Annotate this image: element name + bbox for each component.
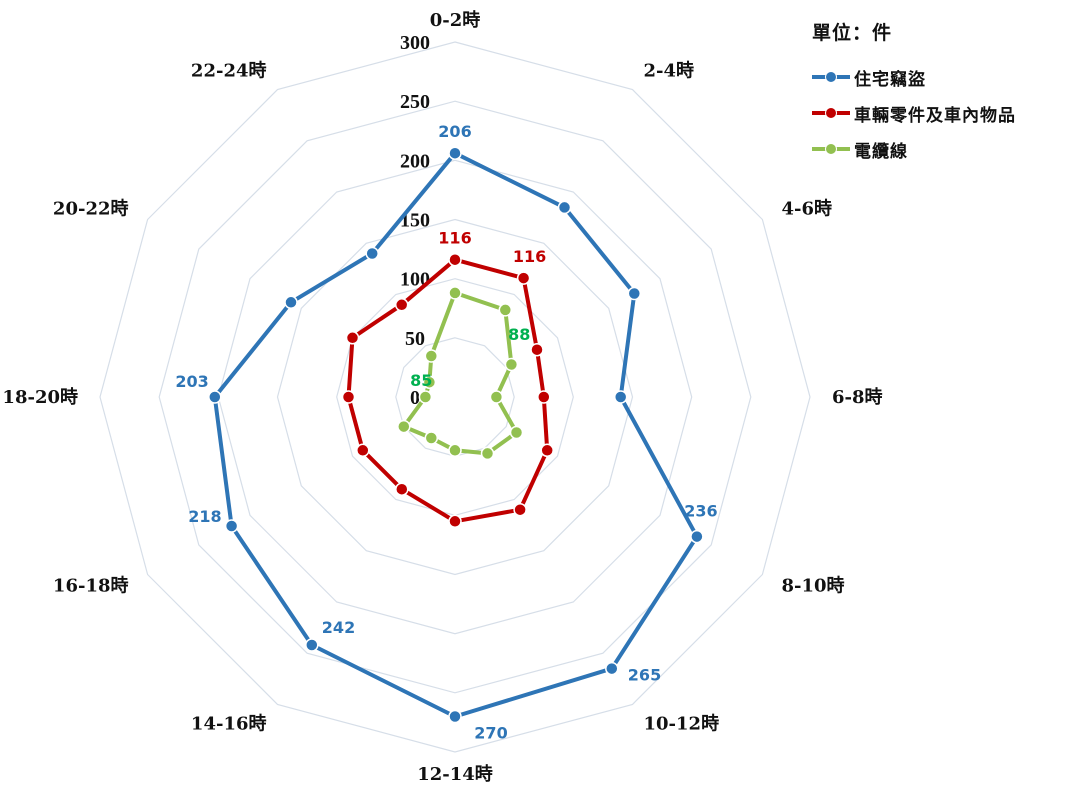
data-label: 85 (410, 371, 432, 390)
grid-ring (99, 41, 811, 753)
data-label: 270 (474, 724, 507, 743)
tick-label: 0 (410, 387, 420, 409)
data-label: 236 (684, 502, 717, 521)
data-point (365, 246, 379, 261)
legend-item-vehicle-parts: 車輛零件及車內物品 (812, 95, 1016, 131)
data-labels: 206 236 265 270 242 218 203 116 116 85 88 (175, 122, 717, 742)
legend-swatch-burglary (812, 70, 850, 84)
data-point (424, 431, 439, 445)
data-point (208, 390, 222, 404)
grid-ring (276, 218, 634, 576)
data-point (509, 425, 524, 440)
data-point (448, 514, 462, 529)
legend-swatch-cable (812, 142, 850, 156)
data-point (394, 298, 409, 312)
data-label: 116 (438, 229, 471, 248)
category-label: 10-12時 (644, 714, 720, 735)
data-label: 88 (508, 325, 530, 344)
data-point (448, 252, 462, 267)
data-label: 203 (175, 372, 208, 391)
tick-label: 100 (400, 269, 430, 291)
category-label: 2-4時 (644, 61, 695, 82)
data-point (397, 419, 411, 434)
data-point (489, 390, 504, 404)
data-point (418, 390, 433, 404)
category-label: 4-6時 (782, 199, 833, 220)
data-point (530, 342, 544, 357)
data-label: 116 (513, 247, 546, 266)
data-point (557, 200, 572, 215)
data-label: 265 (628, 666, 661, 685)
data-point (224, 519, 239, 533)
data-point (345, 331, 360, 345)
tick-label: 200 (400, 150, 430, 172)
tick-label: 250 (400, 91, 430, 113)
data-point (356, 443, 370, 458)
data-point (424, 349, 439, 363)
legend-item-cable: 電纜線 (812, 131, 1016, 167)
category-label: 16-18時 (53, 576, 129, 597)
data-point (448, 146, 462, 160)
legend-item-burglary: 住宅竊盜 (812, 59, 1016, 95)
data-label: 242 (322, 618, 355, 637)
data-point (422, 375, 437, 389)
category-labels: 0-2時 2-4時 4-6時 6-8時 8-10時 10-12時 12-14時 14-16時 1… (2, 10, 882, 785)
grid-ring (217, 159, 693, 635)
series-0 (208, 146, 704, 724)
data-label: 206 (438, 122, 471, 141)
category-label: 12-14時 (417, 764, 493, 785)
category-label: 20-22時 (53, 199, 129, 220)
data-point (513, 502, 527, 517)
tick-label: 150 (400, 210, 430, 232)
data-point (627, 286, 642, 301)
radial-tick-labels: 0 50 100 150 200 250 300 (400, 32, 430, 409)
category-label: 18-20時 (2, 387, 78, 408)
series-layer (208, 146, 704, 724)
category-label: 22-24時 (191, 61, 267, 82)
unit-label: 單位：件 (812, 22, 893, 44)
grid-ring (158, 100, 752, 694)
data-point (516, 271, 531, 285)
category-label: 6-8時 (832, 387, 883, 408)
data-label: 218 (188, 507, 221, 526)
tick-label: 300 (400, 32, 430, 54)
radar-grid (99, 41, 811, 753)
data-point (448, 286, 462, 300)
data-point (504, 357, 519, 372)
legend-label-cable: 電纜線 (854, 141, 908, 162)
legend-label-vehicle-parts: 車輛零件及車內物品 (854, 105, 1016, 126)
series-2 (397, 286, 524, 461)
data-point (605, 661, 619, 676)
data-point (498, 303, 513, 317)
data-point (448, 709, 462, 724)
data-point (480, 446, 495, 461)
category-label: 14-16時 (191, 714, 267, 735)
category-label: 0-2時 (430, 10, 481, 31)
data-point (305, 638, 319, 652)
data-point (540, 443, 554, 458)
category-label: 8-10時 (782, 576, 845, 597)
data-point (395, 482, 409, 496)
data-point (448, 443, 462, 458)
tick-label: 50 (405, 328, 425, 350)
series-1 (341, 252, 554, 529)
data-point (690, 529, 704, 544)
data-point (284, 295, 298, 310)
data-point (341, 390, 356, 404)
legend-label-burglary: 住宅竊盜 (854, 69, 926, 90)
data-point (537, 390, 551, 404)
data-point (613, 390, 628, 404)
legend: 單位：件 住宅竊盜 車輛零件及車內物品 電纜線 (812, 18, 1016, 167)
legend-swatch-vehicle-parts (812, 106, 850, 120)
